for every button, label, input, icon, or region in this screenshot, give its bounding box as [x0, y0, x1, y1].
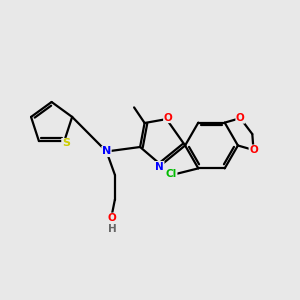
- Text: O: O: [236, 113, 245, 123]
- Text: O: O: [164, 112, 172, 123]
- Text: S: S: [62, 139, 70, 148]
- Text: N: N: [102, 146, 111, 157]
- Text: N: N: [155, 161, 164, 172]
- Text: O: O: [107, 213, 116, 223]
- Text: Cl: Cl: [166, 169, 177, 179]
- Text: O: O: [249, 145, 258, 155]
- Text: H: H: [107, 224, 116, 235]
